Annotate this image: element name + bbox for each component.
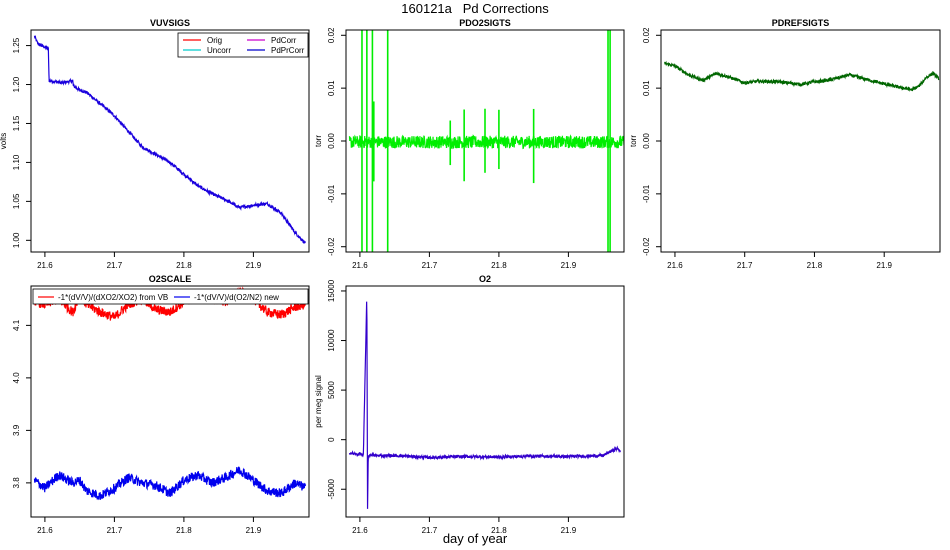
plot-frame [30,285,310,518]
y-tick-label: 4.1 [12,319,21,331]
y-axis-label: volts [0,133,8,149]
x-tick-label: 21.6 [37,526,53,535]
x-tick-label: 21.8 [176,526,192,535]
legend-box [177,32,309,58]
y-tick-label: 0 [327,437,336,442]
y-tick-label: 15000 [327,279,336,302]
panel-o2scale: O2SCALE 21.6 21.7 21.8 21.9 3.8 3.9 4.0 4.1 -1*(d… [12,274,310,535]
series-line-pdo2 [348,134,624,150]
x-tick-label: 21.8 [491,526,507,535]
y-tick-label: 0.01 [642,80,651,96]
y-tick-label: 1.15 [12,115,21,131]
x-tick-label: 21.8 [176,261,192,270]
x-tick-label: 21.9 [561,261,577,270]
plot-frame [30,29,310,253]
y-tick-label: 0.02 [327,27,336,43]
x-tick-label: 21.8 [491,261,507,270]
y-axis-label: per meg signal [314,375,323,428]
series-line-new [33,466,307,501]
y-tick-label: -0.01 [642,184,651,203]
y-tick-label: 0.00 [327,133,336,149]
y-tick-label: 10000 [327,329,336,352]
panel-title: O2SCALE [149,274,192,284]
panel-title: PDO2SIGTS [459,18,511,28]
y-tick-label: -0.01 [327,184,336,203]
plot-frame [345,285,625,518]
plot-frame [660,29,941,253]
x-tick-label: 21.7 [107,261,123,270]
y-axis-label: torr [314,135,323,147]
legend-label: -1*(dV/V)/(dXO2/XO2) from VB [58,293,168,302]
y-tick-label: -0.02 [327,237,336,256]
y-tick-label: 1.00 [12,232,21,248]
x-tick-label: 21.6 [352,526,368,535]
x-tick-label: 21.9 [561,526,577,535]
panel-vuvsigs: VUVSIGS 21.6 21.7 21.8 21.9 1.00 1.05 1.10 1.15 1… [0,18,310,270]
y-tick-label: 3.9 [12,424,21,436]
panel-title: VUVSIGS [150,18,190,28]
legend-label: PdPrCorr [271,46,305,55]
y-tick-label: 0.01 [327,80,336,96]
legend-label: PdCorr [271,36,297,45]
series-line-pdprcorr [33,35,306,244]
legend-label: Uncorr [207,46,231,55]
y-axis-label: torr [629,135,638,147]
x-tick-label: 21.8 [807,261,823,270]
figure-xlabel: day of year [442,531,508,546]
x-tick-label: 21.6 [352,261,368,270]
y-tick-label: 0.02 [642,27,651,43]
y-tick-label: 1.10 [12,154,21,170]
legend-label: Orig [207,36,222,45]
y-tick-label: 1.25 [12,37,21,53]
x-tick-label: 21.7 [107,526,123,535]
panel-pdo2sigts: PDO2SIGTS 21.6 21.7 21.8 21.9 -0.02 -0.01 0.00 0… [314,18,625,270]
x-tick-label: 21.7 [422,526,438,535]
series-line-o2 [348,301,621,509]
legend-box [32,288,309,305]
y-tick-label: 4.0 [12,372,21,384]
x-tick-label: 21.6 [667,261,683,270]
panel-title: O2 [479,274,491,284]
y-tick-label: 0.00 [642,133,651,149]
legend: -1*(dV/V)/(dXO2/XO2) from VB -1*(dV/V)/d(… [32,288,309,305]
x-tick-label: 21.7 [422,261,438,270]
y-tick-label: -0.02 [642,237,651,256]
y-tick-label: 5000 [327,381,336,399]
series-line-pdref [664,60,940,93]
panel-pdrefsigts: PDREFSIGTS 21.6 21.7 21.8 21.9 -0.02 -0.01 0.00… [629,18,941,270]
y-tick-label: 1.20 [12,76,21,92]
legend-label: -1*(dV/V)/d(O2/N2) new [194,293,279,302]
x-tick-label: 21.6 [37,261,53,270]
x-tick-label: 21.9 [876,261,892,270]
x-tick-label: 21.7 [737,261,753,270]
y-tick-label: 3.8 [12,477,21,489]
x-tick-label: 21.9 [246,261,262,270]
y-tick-label: 1.05 [12,193,21,209]
y-tick-label: -5000 [327,478,336,499]
x-tick-label: 21.9 [246,526,262,535]
figure-title: 160121a Pd Corrections [401,1,549,16]
panel-o2: O2 21.6 21.7 21.8 21.9 -5000 0 5000 10000 15000 pe… [314,274,625,535]
panel-title: PDREFSIGTS [772,18,830,28]
